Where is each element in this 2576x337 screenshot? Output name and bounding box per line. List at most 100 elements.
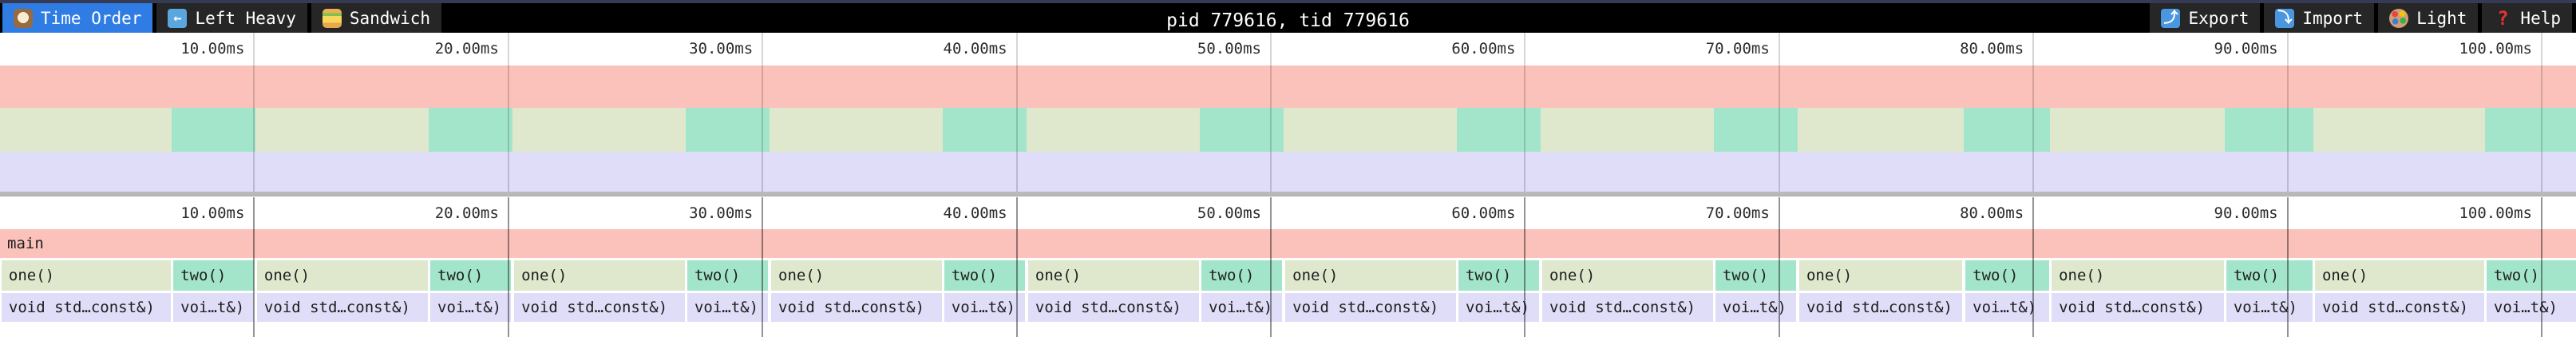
tick-label: 70.00ms <box>1705 40 1770 57</box>
sandwich-icon <box>322 8 342 28</box>
minimap-overview[interactable]: 10.00ms 20.00ms 30.00ms 40.00ms 50.00ms 60.00… <box>0 33 2576 192</box>
flame-frame[interactable]: voi…t&) <box>1715 293 1797 322</box>
theme-toggle-label: Light <box>2416 8 2467 28</box>
minimap-frame <box>1456 108 1541 152</box>
tick-label: 30.00ms <box>689 204 754 222</box>
minimap-frame <box>1713 152 1798 192</box>
minimap-frame <box>942 152 1027 192</box>
flame-frame[interactable]: two() <box>2486 260 2576 291</box>
minimap-frame <box>2313 108 2487 152</box>
flame-frame[interactable]: void std…const&) <box>771 293 942 322</box>
minimap-resize-divider[interactable] <box>0 192 2576 196</box>
minimap-frame <box>2484 152 2576 192</box>
flame-frame[interactable]: two() <box>687 260 768 291</box>
flame-frame[interactable]: void std…const&) <box>1285 293 1457 322</box>
minimap-frame <box>429 108 512 152</box>
import-icon: ⤵ <box>2275 8 2295 28</box>
flame-frame[interactable]: voi…t&) <box>1458 293 1539 322</box>
tick-label: 60.00ms <box>1451 40 1516 57</box>
flame-frame[interactable]: one() <box>1 260 171 291</box>
gridline <box>1270 33 1272 192</box>
minimap-frame <box>1964 108 2051 152</box>
flame-frame[interactable]: void std…const&) <box>2314 293 2485 322</box>
flame-frame[interactable]: two() <box>1201 260 1282 291</box>
minimap-frame <box>1541 152 1715 192</box>
minimap-frame <box>685 152 770 192</box>
flame-frame[interactable]: void std…const&) <box>1798 293 1963 322</box>
minimap-frame <box>255 152 429 192</box>
minimap-frame <box>255 108 429 152</box>
tab-left-heavy[interactable]: ← Left Heavy <box>156 3 307 33</box>
minimap-frame <box>0 152 172 192</box>
flame-frame[interactable]: one() <box>514 260 686 291</box>
theme-toggle-button[interactable]: Light <box>2378 3 2479 33</box>
flame-frame[interactable]: voi…t&) <box>2486 293 2576 322</box>
gridline <box>2541 33 2542 192</box>
minimap-frame <box>2224 108 2315 152</box>
flame-frame[interactable]: voi…t&) <box>1201 293 1282 322</box>
gridline <box>1015 197 1018 337</box>
gridline <box>1015 33 1018 192</box>
flame-frame[interactable]: two() <box>1965 260 2049 291</box>
import-button[interactable]: ⤵ Import <box>2264 3 2375 33</box>
tick-label: 40.00ms <box>943 40 1007 57</box>
flame-frame[interactable]: two() <box>944 260 1026 291</box>
flame-frame[interactable]: void std…const&) <box>1027 293 1199 322</box>
flame-frame[interactable]: voi…t&) <box>687 293 768 322</box>
flame-frame[interactable]: voi…t&) <box>944 293 1026 322</box>
toolbar: Time Order ← Left Heavy Sandwich pid 779… <box>0 0 2576 33</box>
flame-frame[interactable]: voi…t&) <box>2226 293 2313 322</box>
tab-sandwich[interactable]: Sandwich <box>311 3 442 33</box>
flame-frame[interactable]: one() <box>1027 260 1199 291</box>
tab-time-order[interactable]: Time Order <box>2 3 153 33</box>
flame-frame[interactable]: main <box>0 229 2576 258</box>
minimap-frame <box>685 108 770 152</box>
flamechart[interactable]: main one() two() one() two() one() two() one() t… <box>0 197 2576 337</box>
tick-label: 10.00ms <box>180 40 245 57</box>
gridline <box>2032 197 2035 337</box>
flame-frame[interactable]: voi…t&) <box>430 293 511 322</box>
flame-frame[interactable]: voi…t&) <box>173 293 255 322</box>
gridline <box>1778 33 1780 192</box>
gridline <box>1778 197 1780 337</box>
tick-label: 50.00ms <box>1197 40 1261 57</box>
help-button[interactable]: ? Help <box>2482 3 2572 33</box>
gridline <box>253 33 255 192</box>
minimap-frame <box>0 65 2576 108</box>
export-button-label: Export <box>2188 8 2250 28</box>
flame-frame[interactable]: one() <box>2314 260 2485 291</box>
flame-row-0: main <box>0 229 2576 258</box>
flame-frame[interactable]: two() <box>1715 260 1797 291</box>
gridline <box>2286 197 2289 337</box>
flame-frame[interactable]: one() <box>1285 260 1457 291</box>
minimap-frame <box>0 108 172 152</box>
minimap-frame <box>942 108 1027 152</box>
flame-frame[interactable]: void std…const&) <box>1542 293 1713 322</box>
tick-label: 30.00ms <box>689 40 754 57</box>
minimap-frame <box>1284 108 1458 152</box>
flame-frame[interactable]: two() <box>2226 260 2313 291</box>
flame-row-1: one() two() one() two() one() two() one() two()… <box>0 260 2576 291</box>
flame-frame[interactable]: two() <box>430 260 511 291</box>
flame-frame[interactable]: void std…const&) <box>256 293 428 322</box>
minimap-frame <box>770 152 944 192</box>
flame-frame[interactable]: two() <box>173 260 255 291</box>
flame-frame[interactable]: one() <box>256 260 428 291</box>
tab-time-order-label: Time Order <box>41 8 142 28</box>
tick-label: 80.00ms <box>1960 40 2024 57</box>
flame-frame[interactable]: voi…t&) <box>1965 293 2049 322</box>
flame-frame[interactable]: one() <box>771 260 942 291</box>
flame-frame[interactable]: two() <box>1458 260 1539 291</box>
gridline <box>253 197 255 337</box>
gridline <box>2286 33 2289 192</box>
export-button[interactable]: ⤴ Export <box>2150 3 2261 33</box>
gridline <box>762 197 764 337</box>
flame-frame[interactable]: void std…const&) <box>514 293 686 322</box>
flame-frame[interactable]: one() <box>1542 260 1713 291</box>
flame-frame[interactable]: one() <box>2052 260 2224 291</box>
flame-frame[interactable]: one() <box>1798 260 1963 291</box>
palette-icon <box>2389 8 2409 28</box>
flame-frame[interactable]: void std…const&) <box>2052 293 2224 322</box>
flame-frame[interactable]: void std…const&) <box>1 293 171 322</box>
